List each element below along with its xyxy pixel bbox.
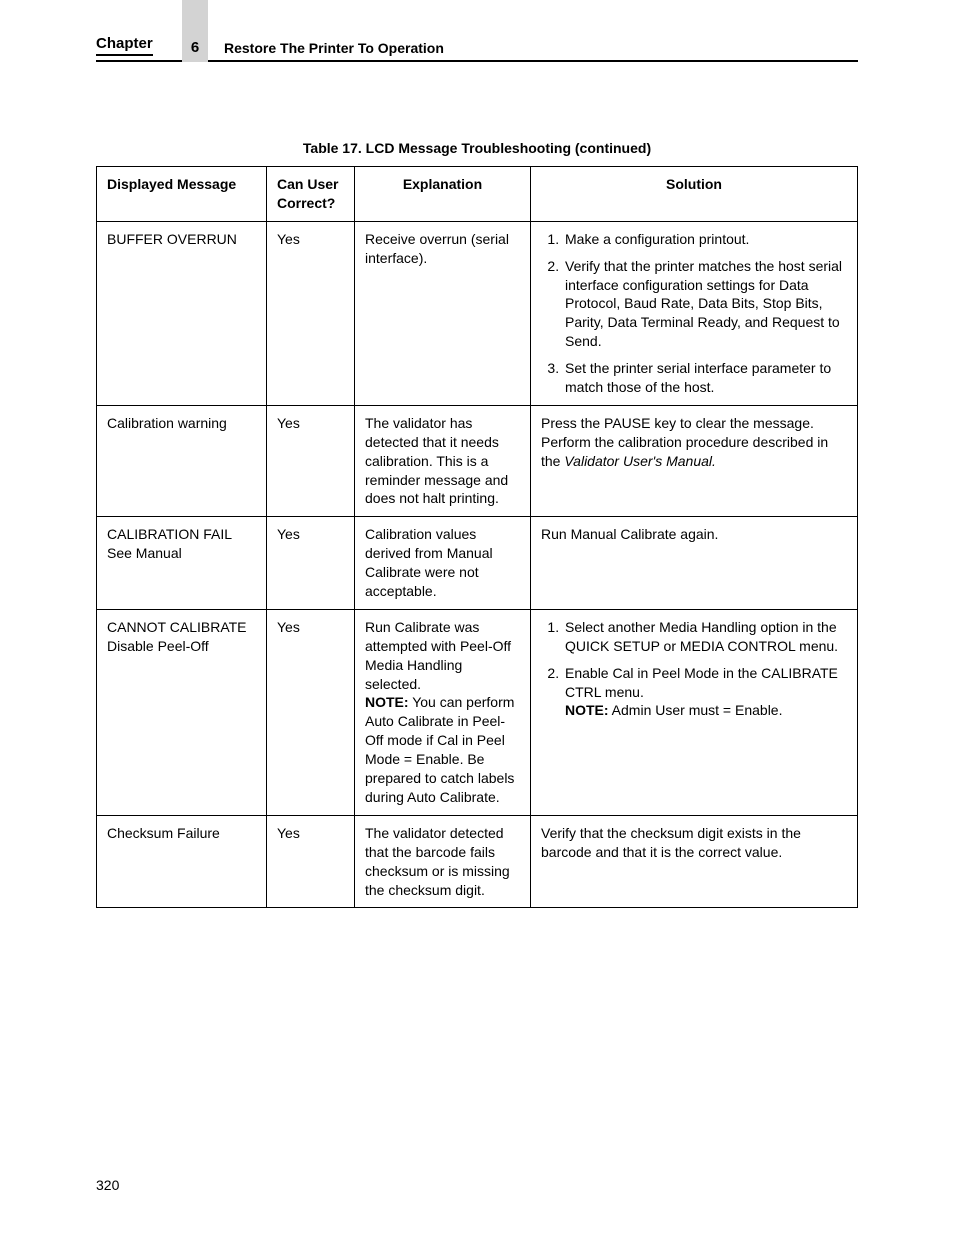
cell-message: CALIBRATION FAIL See Manual: [97, 517, 267, 610]
explanation-pre: Run Calibrate was attempted with Peel-Of…: [365, 619, 511, 692]
cell-solution: Verify that the checksum digit exists in…: [531, 815, 858, 908]
note-label: NOTE:: [565, 702, 609, 718]
page-number: 320: [96, 1177, 119, 1193]
note-body: You can perform Auto Calibrate in Peel-O…: [365, 694, 514, 804]
cell-explanation: Run Calibrate was attempted with Peel-Of…: [355, 609, 531, 815]
cell-message: Calibration warning: [97, 405, 267, 516]
solution-item: Enable Cal in Peel Mode in the CALIBRATE…: [563, 664, 847, 721]
solution-item: Verify that the printer matches the host…: [563, 257, 847, 351]
cell-solution: Run Manual Calibrate again.: [531, 517, 858, 610]
cell-explanation: The validator has detected that it needs…: [355, 405, 531, 516]
cell-solution: Make a configuration printout. Verify th…: [531, 221, 858, 405]
cell-message: BUFFER OVERRUN: [97, 221, 267, 405]
cell-correct: Yes: [267, 221, 355, 405]
cell-correct: Yes: [267, 815, 355, 908]
note-body: Admin User must = Enable.: [609, 702, 783, 718]
table-row: Checksum Failure Yes The validator detec…: [97, 815, 858, 908]
cell-message: Checksum Failure: [97, 815, 267, 908]
cell-explanation: Calibration values derived from Manual C…: [355, 517, 531, 610]
chapter-label: Chapter: [96, 35, 153, 56]
cell-correct: Yes: [267, 609, 355, 815]
table-row: CALIBRATION FAIL See Manual Yes Calibrat…: [97, 517, 858, 610]
cell-solution: Select another Media Handling option in …: [531, 609, 858, 815]
cell-explanation: Receive overrun (serial interface).: [355, 221, 531, 405]
solution-item: Select another Media Handling option in …: [563, 618, 847, 656]
chapter-number-box: 6: [182, 0, 208, 62]
note-label: NOTE:: [365, 694, 409, 710]
solution-italic: Validator User's Manual.: [564, 453, 716, 469]
table-row: BUFFER OVERRUN Yes Receive overrun (seri…: [97, 221, 858, 405]
table-header-row: Displayed Message Can User Correct? Expl…: [97, 167, 858, 222]
troubleshooting-table: Displayed Message Can User Correct? Expl…: [96, 166, 858, 908]
solution-list: Select another Media Handling option in …: [541, 618, 847, 720]
cell-solution: Press the PAUSE key to clear the message…: [531, 405, 858, 516]
table-caption: Table 17. LCD Message Troubleshooting (c…: [96, 140, 858, 156]
cell-correct: Yes: [267, 517, 355, 610]
solution-li2-pre: Enable Cal in Peel Mode in the CALIBRATE…: [565, 665, 838, 700]
chapter-number: 6: [191, 39, 199, 56]
solution-list: Make a configuration printout. Verify th…: [541, 230, 847, 397]
col-header-message: Displayed Message: [97, 167, 267, 222]
cell-message: CANNOT CALIBRATE Disable Peel-Off: [97, 609, 267, 815]
solution-item: Make a configuration printout.: [563, 230, 847, 249]
table-row: Calibration warning Yes The validator ha…: [97, 405, 858, 516]
col-header-solution: Solution: [531, 167, 858, 222]
page-header: Chapter 6 Restore The Printer To Operati…: [96, 36, 858, 62]
table-row: CANNOT CALIBRATE Disable Peel-Off Yes Ru…: [97, 609, 858, 815]
col-header-correct: Can User Correct?: [267, 167, 355, 222]
section-title: Restore The Printer To Operation: [224, 40, 444, 56]
cell-explanation: The validator detected that the barcode …: [355, 815, 531, 908]
cell-correct: Yes: [267, 405, 355, 516]
col-header-explanation: Explanation: [355, 167, 531, 222]
solution-item: Set the printer serial interface paramet…: [563, 359, 847, 397]
